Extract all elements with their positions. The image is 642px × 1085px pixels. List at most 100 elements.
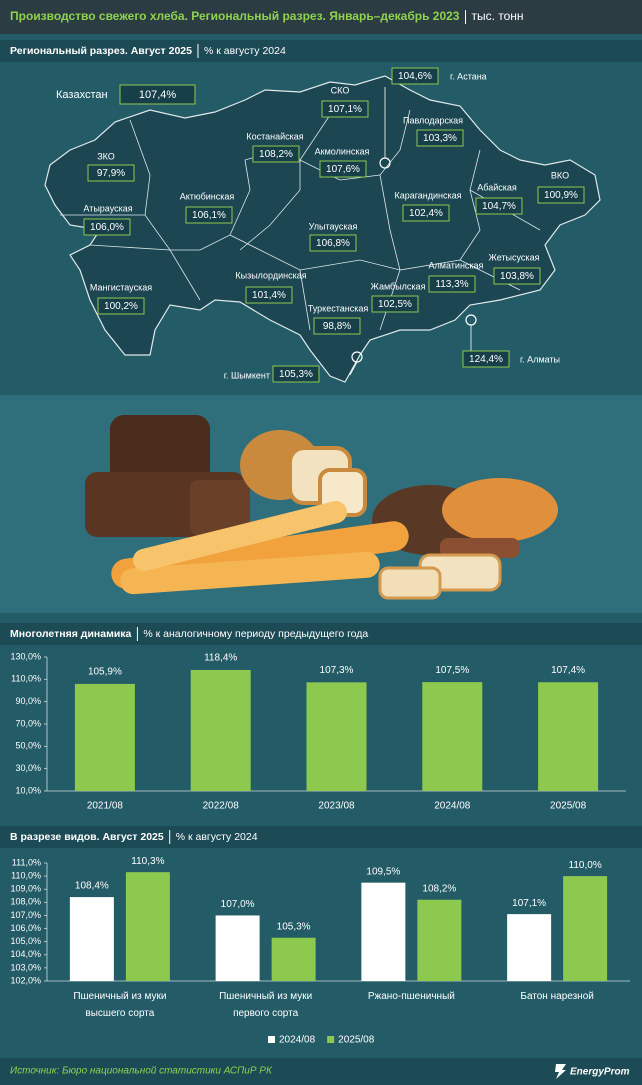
value-label: 107,1% [512, 898, 546, 909]
value-box [185, 206, 233, 224]
y-tick-label: 70,0% [15, 718, 41, 728]
bar [507, 914, 552, 981]
region-value: 104,6% [398, 71, 432, 82]
value-label: 108,2% [422, 883, 456, 894]
region-value: 102,4% [409, 208, 443, 219]
value-box [371, 295, 419, 313]
region-value: 97,9% [97, 168, 125, 179]
bread-illustration [0, 395, 642, 613]
region-name: Туркестанская [308, 303, 369, 313]
y-tick-label: 107,0% [10, 910, 41, 920]
bar [306, 682, 367, 791]
region-value: 103,8% [500, 271, 534, 282]
region-value: 103,3% [423, 133, 457, 144]
region-name: Казахстан [56, 89, 108, 101]
y-tick-label: 103,0% [10, 962, 41, 972]
x-tick-label: 2022/08 [203, 801, 240, 812]
brand-logo [555, 1064, 566, 1079]
chart-title: В разрезе видов. Август 2025 [10, 831, 164, 843]
region-value: 105,3% [279, 369, 313, 380]
legend-swatch [327, 1036, 335, 1043]
bar [563, 876, 608, 981]
section-title: Региональный разрез. Август 2025 [10, 45, 192, 57]
value-box [475, 197, 523, 215]
region-name: г. Астана [450, 71, 487, 81]
y-tick-label: 130,0% [10, 651, 41, 661]
region-name: СКО [331, 85, 350, 95]
map-outline [44, 75, 601, 383]
y-tick-label: 50,0% [15, 741, 41, 751]
y-tick-label: 105,0% [10, 936, 41, 946]
bar [417, 899, 462, 981]
value-box [87, 164, 135, 182]
region-name: Акмолинская [315, 146, 370, 156]
bar [361, 882, 406, 981]
value-label: 105,3% [277, 921, 311, 932]
footer-source: Источник: Бюро национальной статистики А… [10, 1066, 273, 1077]
y-tick-label: 104,0% [10, 949, 41, 959]
city-marker [465, 314, 477, 326]
region-name: Костанайская [246, 131, 303, 141]
region-value: 106,1% [192, 210, 226, 221]
value-box [272, 365, 320, 383]
value-box [321, 100, 369, 118]
region-name: ЗКО [97, 151, 115, 161]
region-value: 101,4% [252, 290, 286, 301]
region-value: 108,2% [259, 149, 293, 160]
value-box [319, 160, 367, 178]
chart-subtitle: % к августу 2024 [176, 831, 258, 843]
chart-subtitle: % к аналогичному периоду предыдущего год… [143, 628, 368, 640]
value-box [83, 218, 131, 236]
region-name: г. Алматы [520, 354, 560, 364]
region-name: Мангистауская [90, 282, 152, 292]
bar [74, 683, 135, 791]
section-bar [0, 623, 642, 645]
region-name: г. Шымкент [224, 370, 270, 380]
x-tick-label: Ржано-пшеничный [367, 991, 455, 1002]
region-value: 100,9% [544, 190, 578, 201]
value-label: 110,0% [569, 860, 602, 871]
x-tick-label: 2021/08 [87, 801, 124, 812]
footer-bar [0, 1058, 642, 1085]
legend-label: 2025/08 [338, 1035, 375, 1046]
value-box [416, 129, 464, 147]
value-box [493, 267, 541, 285]
y-tick-label: 111,0% [12, 857, 41, 867]
value-box [313, 317, 361, 335]
value-label: 118,4% [204, 653, 237, 664]
x-tick-label: Батон нарезной [520, 991, 594, 1002]
region-value: 98,8% [323, 321, 351, 332]
region-name: Карагандинская [394, 190, 461, 200]
footer-brand: EnergyProm [570, 1067, 630, 1078]
y-tick-label: 10,0% [15, 785, 41, 795]
region-value: 124,4% [469, 354, 503, 365]
value-box [391, 67, 439, 85]
map [44, 75, 601, 383]
header-unit: тыс. тонн [471, 9, 523, 23]
region-name: Абайская [477, 182, 517, 192]
value-box [245, 286, 293, 304]
region-name: Кызылординская [235, 270, 306, 280]
bar [271, 937, 316, 981]
section-bar [0, 826, 642, 848]
region-name: Павлодарская [403, 115, 463, 125]
x-tick-label: 2025/08 [550, 801, 587, 812]
region-name: Актюбинская [180, 191, 235, 201]
value-box [97, 297, 145, 315]
region-name: Алматинская [429, 260, 484, 270]
y-tick-label: 109,0% [10, 884, 41, 894]
region-value: 113,3% [435, 279, 468, 290]
bar [215, 915, 260, 981]
value-label: 107,3% [320, 665, 354, 676]
header-title: Производство свежего хлеба. Региональный… [10, 9, 460, 23]
bar [190, 669, 251, 791]
region-value: 107,6% [326, 164, 360, 175]
value-box [462, 350, 510, 368]
x-tick-label: 2024/08 [434, 801, 471, 812]
region-value: 106,0% [90, 222, 124, 233]
bar [69, 897, 114, 981]
region-value: 106,8% [316, 238, 350, 249]
x-tick-label: Пшеничный из муки первого сорта [219, 991, 313, 1019]
region-value: 107,1% [328, 104, 362, 115]
